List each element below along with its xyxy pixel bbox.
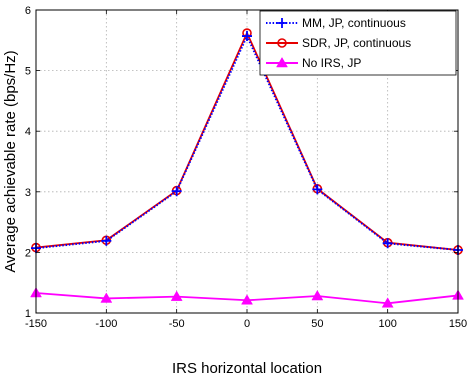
data-point xyxy=(100,292,113,303)
y-tick-label: 5 xyxy=(25,66,31,78)
legend-marker xyxy=(277,18,287,28)
x-tick-label: 100 xyxy=(378,318,396,330)
x-tick-label: 0 xyxy=(244,318,250,330)
x-tick-label: -150 xyxy=(25,318,47,330)
legend-label: MM, JP, continuous xyxy=(302,16,406,30)
data-point xyxy=(241,294,253,305)
series-1 xyxy=(31,31,463,255)
legend-label: No IRS, JP xyxy=(302,56,361,70)
legend-marker xyxy=(276,57,288,68)
legend: MM, JP, continuous SDR, JP, continuous No … xyxy=(259,10,457,76)
y-tick-label: 6 xyxy=(25,5,31,17)
data-point xyxy=(170,290,183,301)
grid-layer xyxy=(36,10,458,313)
y-tick-label: 2 xyxy=(25,247,31,259)
data-point xyxy=(311,290,324,301)
legend-marker xyxy=(277,38,287,48)
x-tick-label: -50 xyxy=(169,318,185,330)
data-point xyxy=(312,184,323,195)
y-axis-label: Average achievable rate (bps/Hz) xyxy=(2,50,19,272)
legend-entry: No IRS, JP xyxy=(266,56,361,70)
series-3 xyxy=(30,287,464,308)
legend-label: SDR, JP, continuous xyxy=(302,36,411,50)
data-point xyxy=(382,238,393,249)
tick-layer: -150 -100 -50 0 50 100 150 1 2 3 4 5 6 xyxy=(25,5,467,330)
x-axis-label: IRS horizontal location xyxy=(172,360,322,377)
legend-entry: SDR, JP, continuous xyxy=(266,36,411,50)
y-tick-label: 4 xyxy=(25,126,31,138)
x-tick-label: 150 xyxy=(449,318,467,330)
series-layer xyxy=(30,28,464,308)
y-tick-label: 3 xyxy=(25,187,31,199)
legend-entry: MM, JP, continuous xyxy=(266,16,406,30)
x-tick-label: 50 xyxy=(311,318,323,330)
data-point xyxy=(171,186,182,197)
data-point xyxy=(101,235,112,246)
data-point xyxy=(381,297,394,308)
y-tick-label: 1 xyxy=(25,308,31,320)
data-point xyxy=(242,31,252,42)
x-tick-label: -100 xyxy=(95,318,117,330)
